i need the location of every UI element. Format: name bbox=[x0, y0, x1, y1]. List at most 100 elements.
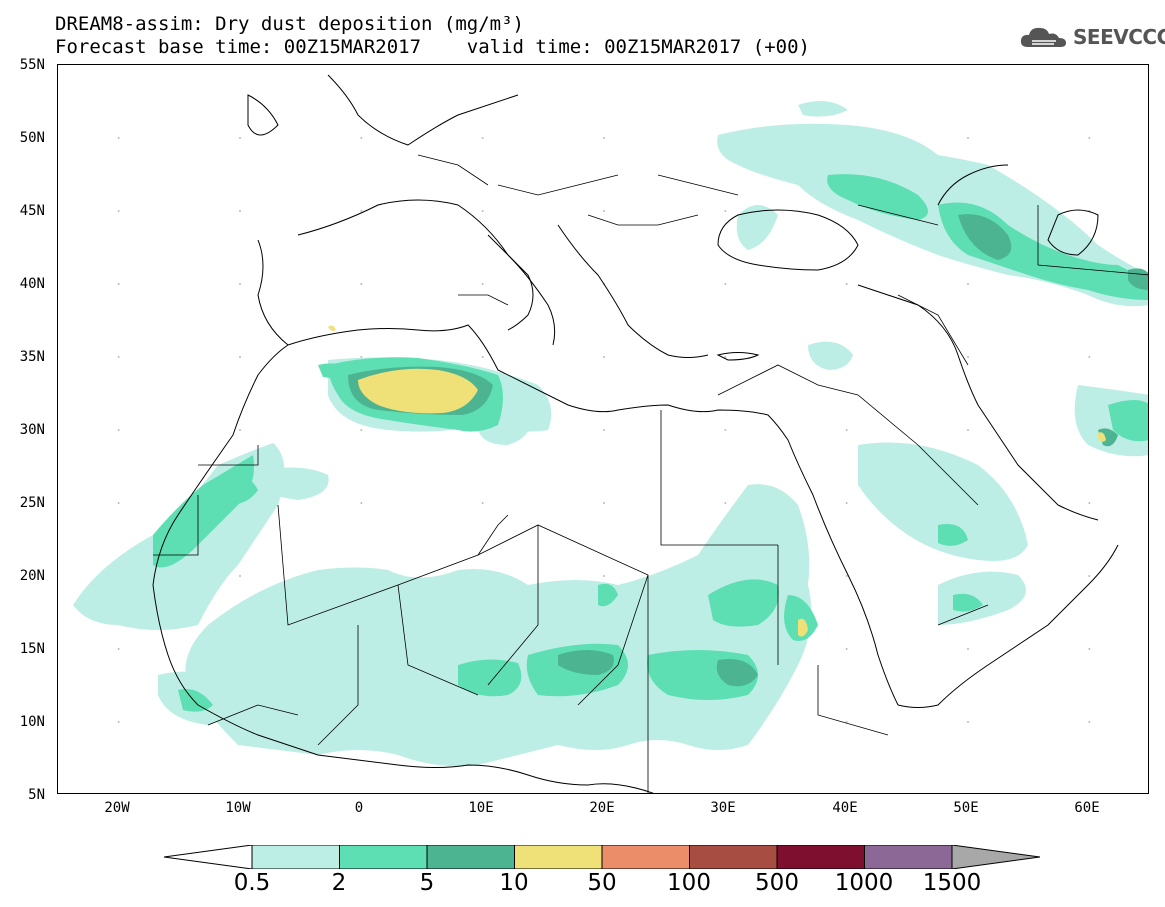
lat-label: 5N bbox=[28, 787, 45, 803]
colorbar-label: 100 bbox=[667, 870, 711, 896]
grid-dot bbox=[845, 648, 848, 650]
grid-dot bbox=[845, 721, 848, 723]
grid-dot bbox=[117, 721, 120, 723]
colorbar-box bbox=[776, 845, 865, 869]
colorbar-box bbox=[251, 845, 340, 869]
lon-label: 50E bbox=[953, 800, 979, 816]
grid-dot bbox=[360, 137, 363, 139]
grid-dot bbox=[845, 283, 848, 285]
cloud-icon bbox=[1020, 27, 1066, 47]
deposition-10-50-area bbox=[328, 325, 1106, 637]
colorbar-label: 1500 bbox=[922, 870, 982, 896]
colorbar-box bbox=[426, 845, 515, 869]
grid-dot bbox=[603, 356, 605, 358]
grid-dot bbox=[967, 283, 969, 285]
lat-label: 50N bbox=[19, 130, 45, 146]
grid-dot bbox=[117, 137, 120, 139]
colorbar-box bbox=[339, 845, 428, 869]
dust-deposition-map bbox=[73, 74, 1148, 793]
colorbar-max-arrow bbox=[951, 845, 1040, 869]
grid-dot bbox=[117, 648, 120, 650]
grid-dot bbox=[481, 137, 484, 139]
coastlines bbox=[152, 74, 1119, 793]
lon-label: 20E bbox=[589, 800, 615, 816]
grid-dot bbox=[481, 283, 484, 285]
colorbar-label: 2 bbox=[331, 870, 347, 896]
grid-dot bbox=[724, 356, 727, 358]
colorbar-segments bbox=[164, 845, 1040, 869]
lat-label: 10N bbox=[19, 714, 45, 730]
grid-dot bbox=[360, 283, 363, 285]
grid-dot bbox=[360, 210, 363, 212]
lat-label: 40N bbox=[19, 276, 45, 292]
map-plot-area bbox=[57, 64, 1149, 794]
lon-label: 60E bbox=[1074, 800, 1100, 816]
colorbar-label: 50 bbox=[587, 870, 617, 896]
colorbar-box bbox=[601, 845, 690, 869]
grid-dot bbox=[360, 356, 363, 358]
lat-label: 20N bbox=[19, 568, 45, 584]
colorbar-box bbox=[689, 845, 778, 869]
grid-dot bbox=[967, 721, 969, 723]
lon-label: 10E bbox=[468, 800, 494, 816]
grid-dot bbox=[239, 429, 241, 431]
grid-dot bbox=[360, 502, 363, 504]
lat-label: 55N bbox=[19, 57, 45, 73]
colorbar-box bbox=[514, 845, 603, 869]
grid-dot bbox=[239, 575, 241, 577]
grid-dot bbox=[845, 502, 848, 504]
grid-dot bbox=[481, 502, 484, 504]
grid-dot bbox=[117, 429, 120, 431]
grid-dot bbox=[1088, 575, 1091, 577]
grid-dot bbox=[967, 429, 969, 431]
grid-dot bbox=[603, 575, 605, 577]
lon-label: 0 bbox=[354, 800, 364, 816]
map-title: DREAM8-assim: Dry dust deposition (mg/m³… bbox=[55, 13, 524, 35]
grid-dot bbox=[603, 210, 605, 212]
grid-dot bbox=[239, 356, 241, 358]
grid-dot bbox=[967, 137, 969, 139]
colorbar-label: 5 bbox=[419, 870, 435, 896]
lat-label: 30N bbox=[19, 422, 45, 438]
grid-dot bbox=[724, 283, 727, 285]
grid-dot bbox=[603, 502, 605, 504]
grid-dot bbox=[1088, 648, 1091, 650]
lon-label: 30E bbox=[710, 800, 736, 816]
colorbar-label: 10 bbox=[499, 870, 529, 896]
logo-text: SEEVCCC bbox=[1073, 25, 1165, 49]
seevccc-logo: SEEVCCC bbox=[1018, 23, 1165, 51]
grid-dot bbox=[481, 210, 484, 212]
grid-dot bbox=[239, 210, 241, 212]
colorbar-box bbox=[864, 845, 953, 869]
colorbar-label: 500 bbox=[755, 870, 799, 896]
grid-dot bbox=[967, 648, 969, 650]
grid-dot bbox=[845, 429, 848, 431]
grid-dot bbox=[1088, 502, 1091, 504]
grid-dot bbox=[724, 502, 727, 504]
lat-label: 15N bbox=[19, 641, 45, 657]
lat-label: 25N bbox=[19, 495, 45, 511]
lat-label: 45N bbox=[19, 203, 45, 219]
lat-label: 35N bbox=[19, 349, 45, 365]
grid-dot bbox=[360, 429, 363, 431]
colorbar-label: 0.5 bbox=[233, 870, 271, 896]
lon-label: 10W bbox=[225, 800, 251, 816]
country-borders bbox=[153, 154, 1148, 793]
grid-dot bbox=[117, 283, 120, 285]
lon-label: 20W bbox=[104, 800, 130, 816]
lon-label: 40E bbox=[832, 800, 858, 816]
grid-dot bbox=[117, 356, 120, 358]
grid-dot bbox=[1088, 137, 1091, 139]
grid-dot bbox=[239, 137, 241, 139]
grid-dot bbox=[845, 575, 848, 577]
grid-dot bbox=[967, 356, 969, 358]
grid-dot bbox=[724, 429, 727, 431]
forecast-time-line: Forecast base time: 00Z15MAR2017 valid t… bbox=[55, 36, 810, 58]
grid-dot bbox=[481, 356, 484, 358]
colorbar-min-arrow bbox=[164, 845, 253, 869]
grid-dot bbox=[117, 502, 120, 504]
colorbar bbox=[164, 845, 1040, 869]
grid-dot bbox=[1088, 721, 1091, 723]
grid-dot bbox=[603, 137, 605, 139]
grid-dot bbox=[724, 210, 727, 212]
